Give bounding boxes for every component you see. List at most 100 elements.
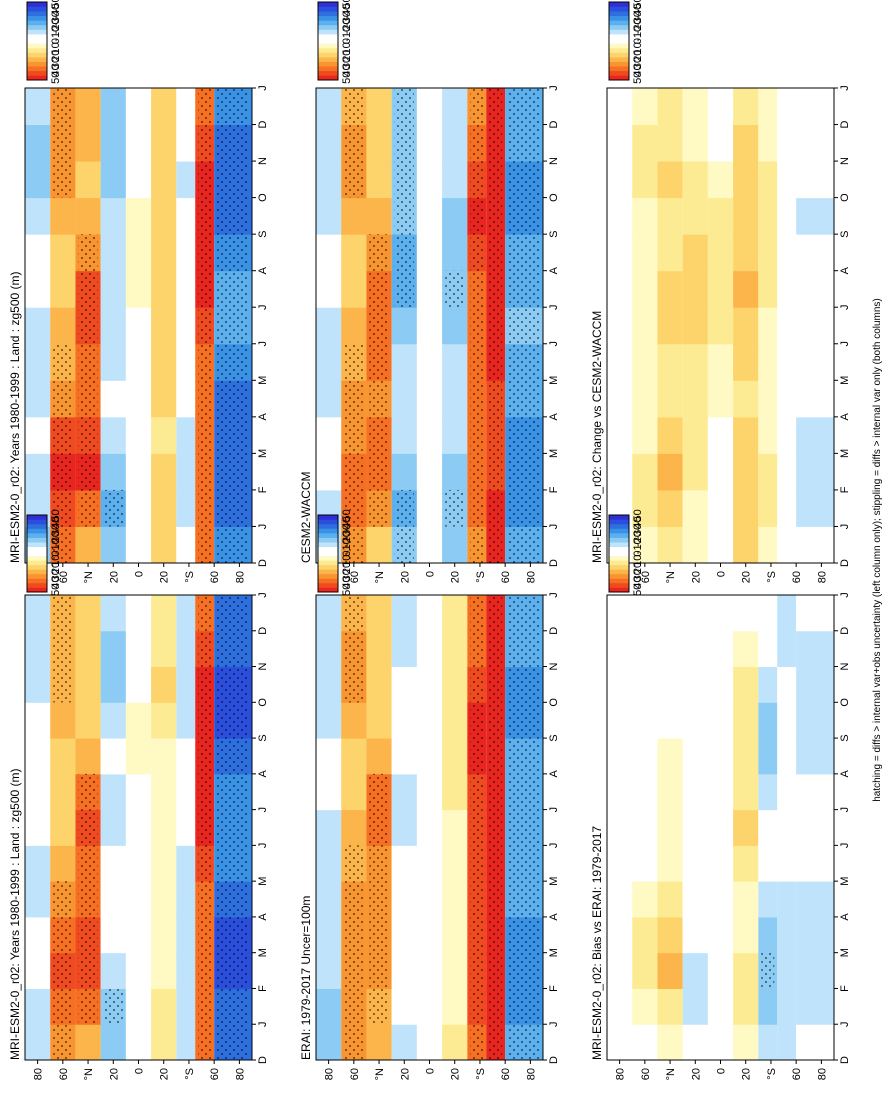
stipple-region [217, 161, 249, 198]
heat-cell [442, 197, 468, 235]
lat-tick-label: 20 [399, 1068, 411, 1080]
month-tick-label: J [548, 807, 560, 813]
month-tick-label: J [257, 304, 269, 310]
heat-cell [632, 916, 658, 954]
panel-title: MRI-ESM2-0_r02: Bias vs ERAI: 1979-2017 [590, 826, 604, 1060]
stipple-region [508, 916, 540, 953]
month-tick-label: J [839, 592, 851, 598]
stipple-region [53, 343, 73, 381]
colorbar-tick-label: -20 [632, 531, 644, 547]
heat-cell [176, 270, 196, 308]
heat-cell [777, 952, 797, 989]
colorbar-tick-label: 10 [50, 555, 62, 567]
heat-cell [707, 988, 734, 1025]
stipple-region [508, 307, 540, 344]
heat-cell [707, 234, 734, 272]
heat-cell [391, 916, 417, 954]
heat-cell [416, 952, 443, 989]
heat-cell [632, 234, 658, 272]
colorbar-swatch [27, 47, 47, 53]
stipple-region [489, 416, 503, 454]
month-tick-label: O [839, 193, 851, 202]
heat-cell [176, 595, 196, 632]
stipple-region [508, 845, 540, 882]
heat-cell [777, 343, 797, 381]
colorbar-swatch [27, 542, 47, 548]
heat-cell [758, 666, 778, 703]
heat-cell [733, 161, 759, 199]
heat-cell [777, 380, 797, 418]
colorbar-swatch [27, 578, 47, 584]
colorbar-swatch [318, 515, 338, 520]
heat-cell [100, 738, 126, 775]
stipple-region [198, 88, 212, 125]
heat-cell [777, 197, 797, 235]
heat-cell [733, 526, 759, 564]
stipple-region [78, 881, 98, 917]
heat-cell [151, 161, 177, 199]
colorbar-tick-label: 50 [50, 72, 62, 84]
stipple-region [508, 630, 540, 667]
heat-cell [316, 988, 342, 1025]
heat-cell [707, 197, 734, 235]
heat-cell [416, 666, 443, 703]
heat-cell [316, 702, 342, 739]
stipple-region [508, 416, 540, 454]
heat-cell [391, 630, 417, 668]
colorbar-swatch [318, 15, 338, 21]
colorbar-tick-label: 20 [341, 562, 353, 574]
heat-cell [176, 380, 196, 418]
stipple-region [217, 952, 249, 989]
colorbar-swatch [609, 47, 629, 53]
heat-cell [632, 666, 658, 703]
stipple-region [78, 416, 98, 454]
heat-cell [100, 809, 126, 846]
heat-cell [682, 773, 708, 811]
stipple-region [489, 845, 503, 882]
stipple-region [344, 988, 364, 1025]
lat-tick-label: 60 [209, 1068, 221, 1080]
colorbar-tick-label: 30 [50, 569, 62, 581]
stipple-region [470, 809, 484, 846]
heat-cell [366, 1024, 392, 1061]
heat-cell [682, 916, 708, 954]
stipple-region [394, 197, 414, 235]
heat-cell [733, 124, 759, 162]
heat-cell [176, 234, 196, 272]
stipple-region [489, 630, 503, 667]
lat-tick-label: °N [665, 571, 677, 583]
stipple-region [344, 489, 364, 527]
lat-tick-label: 60 [209, 571, 221, 583]
stipple-region [53, 489, 73, 527]
heat-cell [151, 952, 177, 989]
heat-cell [657, 881, 683, 918]
heat-cell [632, 988, 658, 1025]
heat-cell [125, 809, 152, 846]
month-tick-label: A [839, 413, 851, 421]
heat-cell [758, 343, 778, 381]
heat-cell [25, 952, 51, 989]
heat-cell [25, 988, 51, 1025]
heat-cell [176, 124, 196, 162]
heat-cell [657, 630, 683, 668]
heat-cell [341, 809, 367, 846]
heat-cell [707, 307, 734, 345]
heat-cell [777, 595, 797, 632]
heat-cell [796, 88, 834, 126]
heat-cell [682, 952, 708, 989]
heat-cell [442, 380, 468, 418]
stipple-region [508, 161, 540, 198]
month-tick-label: F [839, 985, 851, 992]
colorbar-swatch [318, 542, 338, 548]
month-tick-label: J [548, 304, 560, 310]
heat-cell [366, 595, 392, 632]
colorbar-frame [317, 514, 339, 593]
lat-tick-label: 60 [791, 571, 803, 583]
heat-cell [442, 307, 468, 345]
heat-cell [316, 88, 342, 126]
heat-cell [366, 702, 392, 739]
heat-cell [682, 738, 708, 775]
stipple-region [78, 845, 98, 882]
stipple-region [470, 702, 484, 739]
